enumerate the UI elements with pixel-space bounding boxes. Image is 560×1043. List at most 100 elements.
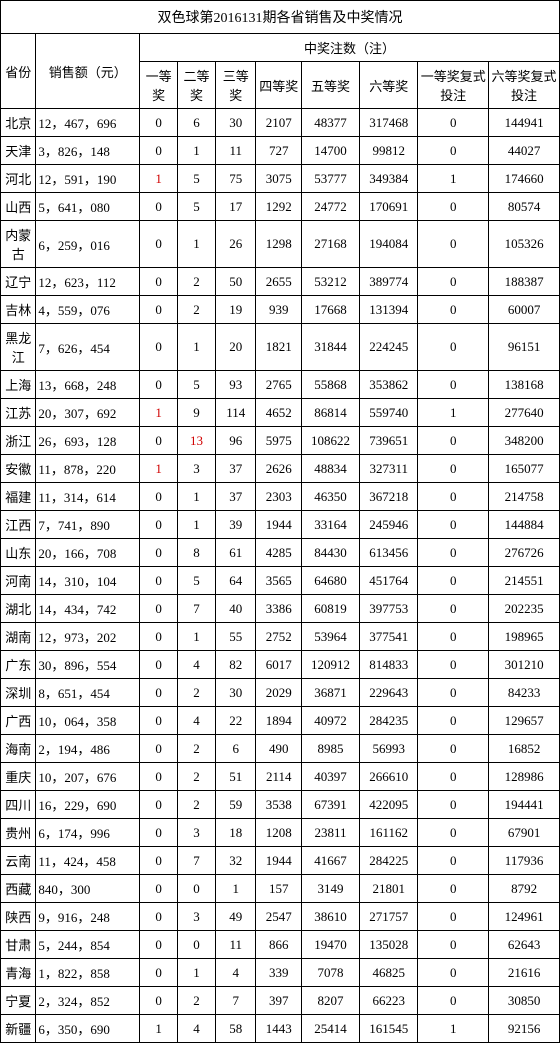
table-container: 双色球第2016131期各省销售及中奖情况 省份 销售额（元） 中奖注数（注） …: [0, 0, 560, 1043]
header-prize-4: 五等奖: [301, 62, 359, 109]
cell-prize: 5: [178, 165, 216, 193]
cell-prize: 2029: [256, 679, 302, 707]
cell-prize: 92156: [489, 1015, 560, 1043]
cell-prize: 0: [418, 651, 489, 679]
cell-prize: 37: [215, 483, 255, 511]
table-row: 北京12，467，69606302107483773174680144941: [1, 109, 560, 137]
cell-prize: 7: [178, 595, 216, 623]
cell-prize: 0: [418, 595, 489, 623]
cell-province: 江苏: [1, 399, 36, 427]
cell-prize: 0: [140, 324, 178, 371]
cell-prize: 93: [215, 371, 255, 399]
cell-prize: 0: [140, 193, 178, 221]
cell-prize: 0: [418, 371, 489, 399]
table-row: 广西10，064，35804221894409722842350129657: [1, 707, 560, 735]
cell-province: 海南: [1, 735, 36, 763]
cell-prize: 58: [215, 1015, 255, 1043]
cell-prize: 3: [178, 819, 216, 847]
cell-prize: 377541: [360, 623, 418, 651]
cell-prize: 117936: [489, 847, 560, 875]
header-province: 省份: [1, 34, 36, 109]
cell-prize: 0: [418, 296, 489, 324]
cell-prize: 25414: [301, 1015, 359, 1043]
cell-prize: 284225: [360, 847, 418, 875]
cell-prize: 19: [215, 296, 255, 324]
table-row: 安徽11，878，22013372626488343273110165077: [1, 455, 560, 483]
table-row: 江苏20，307，692191144652868145597401277640: [1, 399, 560, 427]
cell-prize: 0: [418, 567, 489, 595]
cell-prize: 30850: [489, 987, 560, 1015]
cell-prize: 44027: [489, 137, 560, 165]
cell-prize: 2765: [256, 371, 302, 399]
cell-prize: 80574: [489, 193, 560, 221]
cell-prize: 26: [215, 221, 255, 268]
cell-prize: 7: [215, 987, 255, 1015]
cell-prize: 6: [215, 735, 255, 763]
table-row: 内蒙古6，259，01601261298271681940840105326: [1, 221, 560, 268]
cell-prize: 5: [178, 567, 216, 595]
header-sales: 销售额（元）: [36, 34, 140, 109]
cell-prize: 0: [418, 623, 489, 651]
cell-prize: 5: [178, 371, 216, 399]
cell-province: 吉林: [1, 296, 36, 324]
cell-prize: 0: [140, 651, 178, 679]
cell-prize: 1: [178, 623, 216, 651]
cell-province: 贵州: [1, 819, 36, 847]
cell-prize: 7: [178, 847, 216, 875]
cell-prize: 46825: [360, 959, 418, 987]
cell-prize: 397: [256, 987, 302, 1015]
cell-prize: 40972: [301, 707, 359, 735]
cell-prize: 0: [178, 875, 216, 903]
cell-prize: 3149: [301, 875, 359, 903]
cell-prize: 2752: [256, 623, 302, 651]
cell-prize: 0: [418, 324, 489, 371]
cell-sales: 10，207，676: [36, 763, 140, 791]
cell-prize: 1: [178, 324, 216, 371]
table-row: 广东30，896，554048260171209128148330301210: [1, 651, 560, 679]
cell-prize: 14700: [301, 137, 359, 165]
cell-prize: 1: [178, 221, 216, 268]
cell-province: 四川: [1, 791, 36, 819]
cell-prize: 271757: [360, 903, 418, 931]
cell-prize: 53964: [301, 623, 359, 651]
cell-prize: 19470: [301, 931, 359, 959]
cell-prize: 1: [140, 399, 178, 427]
cell-prize: 24772: [301, 193, 359, 221]
cell-prize: 2: [178, 268, 216, 296]
cell-sales: 12，591，190: [36, 165, 140, 193]
cell-province: 山西: [1, 193, 36, 221]
cell-prize: 11: [215, 137, 255, 165]
table-row: 青海1，822，858014339707846825021616: [1, 959, 560, 987]
cell-prize: 3538: [256, 791, 302, 819]
cell-prize: 1: [418, 165, 489, 193]
cell-sales: 10，064，358: [36, 707, 140, 735]
cell-prize: 0: [418, 735, 489, 763]
cell-prize: 2107: [256, 109, 302, 137]
cell-prize: 165077: [489, 455, 560, 483]
cell-prize: 284235: [360, 707, 418, 735]
cell-prize: 5975: [256, 427, 302, 455]
cell-province: 新疆: [1, 1015, 36, 1043]
cell-prize: 0: [140, 268, 178, 296]
cell-prize: 48834: [301, 455, 359, 483]
cell-prize: 214551: [489, 567, 560, 595]
cell-prize: 0: [418, 193, 489, 221]
cell-prize: 61: [215, 539, 255, 567]
cell-prize: 0: [418, 875, 489, 903]
table-row: 宁夏2，324，852027397820766223030850: [1, 987, 560, 1015]
table-row: 浙江26，693，1280139659751086227396510348200: [1, 427, 560, 455]
cell-prize: 349384: [360, 165, 418, 193]
cell-prize: 266610: [360, 763, 418, 791]
table-row: 新疆6，350，6901458144325414161545192156: [1, 1015, 560, 1043]
cell-prize: 1443: [256, 1015, 302, 1043]
cell-prize: 490: [256, 735, 302, 763]
cell-prize: 0: [140, 679, 178, 707]
cell-province: 湖南: [1, 623, 36, 651]
cell-prize: 96: [215, 427, 255, 455]
table-row: 辽宁12，623，11202502655532123897740188387: [1, 268, 560, 296]
cell-prize: 0: [140, 847, 178, 875]
cell-province: 内蒙古: [1, 221, 36, 268]
cell-prize: 0: [140, 819, 178, 847]
cell-prize: 339: [256, 959, 302, 987]
cell-prize: 0: [140, 296, 178, 324]
